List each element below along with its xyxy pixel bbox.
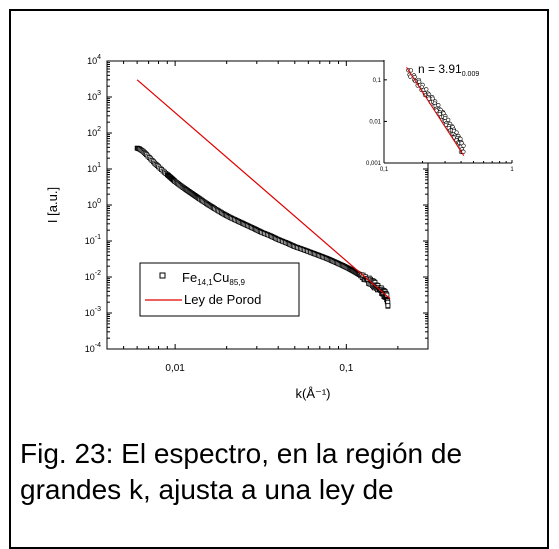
legend-marker-square	[159, 272, 166, 279]
y-tick-label-6: 102	[87, 126, 101, 138]
y-tick-label-4: 100	[87, 198, 101, 210]
legend-box	[139, 262, 300, 317]
inset-chart: 0,001 0,01 0,1 0,1 1 n = 3.910.009	[366, 60, 514, 173]
inset-y-tick-label-0: 0,001	[366, 161, 382, 167]
scatter-point	[384, 292, 390, 298]
x-tick-label-1: 0,1	[339, 363, 353, 374]
inset-x-tick-label-0: 0,1	[380, 167, 389, 173]
x-tick-label-0: 0,01	[165, 363, 185, 374]
inset-point	[424, 87, 429, 92]
y-tick-label-5: 101	[87, 162, 101, 174]
inset-point	[446, 117, 451, 122]
inset-point	[437, 111, 442, 117]
inset-axes-box	[384, 60, 512, 163]
inset-point	[461, 143, 466, 148]
porod-line	[136, 79, 391, 300]
inset-point	[408, 68, 414, 73]
y-tick-label-2: 10-2	[85, 270, 101, 282]
chart-svg: 10-4 10-3 10-2 10-1 100 101 102 103 104 0,01 0,1 I…	[45, 54, 514, 401]
inset-y-tick-label-1: 0,01	[369, 119, 381, 125]
y-tick-label-1: 10-3	[85, 306, 101, 318]
legend-entry-fecu: Fe14,1Cu85,9	[182, 270, 245, 287]
inset-annotation: n = 3.910.009	[418, 62, 479, 78]
y-tick-label-8: 104	[87, 54, 101, 66]
legend: Fe14,1Cu85,9 Ley de Porod	[139, 262, 300, 317]
y-tick-label-0: 10-4	[85, 342, 101, 354]
inset-point	[458, 136, 463, 141]
inset-point	[436, 103, 441, 108]
legend-entry-porod: Ley de Porod	[184, 292, 261, 307]
x-axis-label-text: k(Å⁻¹)	[295, 386, 330, 401]
inset-fit-line	[406, 67, 465, 156]
y-tick-label-3: 10-1	[85, 234, 101, 246]
figure-caption: Fig. 23: El espectro, en la región de gr…	[20, 438, 463, 505]
inset-x-tick-label-1: 1	[510, 167, 514, 173]
y-tick-label-7: 103	[87, 90, 101, 102]
inset-y-tick-label-2: 0,1	[373, 78, 382, 84]
y-axis-label: I [a.u.]	[45, 187, 60, 223]
scatter-point	[385, 303, 391, 309]
x-axis-label: k(Å⁻¹)	[295, 386, 330, 401]
